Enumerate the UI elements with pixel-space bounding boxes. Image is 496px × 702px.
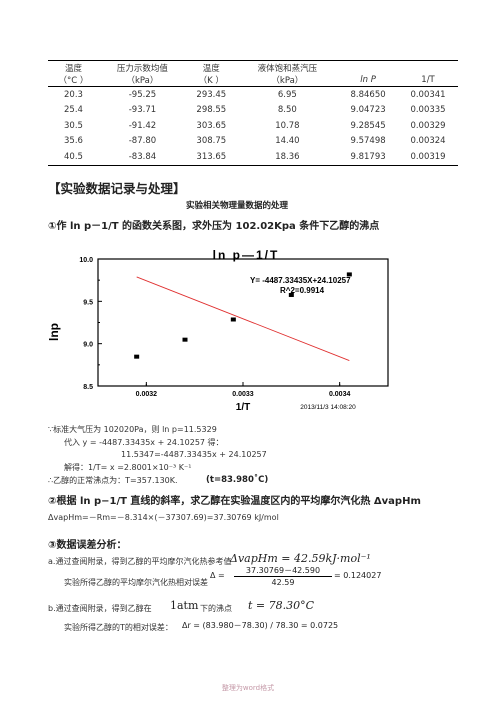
table-cell: 20.3 <box>64 89 83 100</box>
q3b-formula: Δr = (83.980－78.30) / 78.30 = 0.0725 <box>182 621 339 630</box>
table-cell: -93.71 <box>128 105 157 116</box>
q3a-result: = 0.124027 <box>334 571 382 580</box>
calc-line-2: 代入 y = -4487.33435x + 24.10257 得： <box>64 438 224 447</box>
subtitle: 实验相关物理量数据的处理 <box>186 201 289 211</box>
q2-line: ΔvapHm=－Rm=－8.314×(－37307.69)=37.30769 k… <box>48 513 279 522</box>
data-point <box>288 292 294 297</box>
table-cell: 298.55 <box>196 105 227 116</box>
table-cell: 14.40 <box>275 136 300 147</box>
q3a-line2: 实验所得乙醇的平均摩尔汽化热相对误差 <box>64 578 208 587</box>
fit-r-squared: R^2=0.9914 <box>280 286 325 295</box>
table-cell: 8.84650 <box>350 89 386 100</box>
q3a-delta: Δ = <box>210 571 225 580</box>
col-header <box>398 61 458 75</box>
col-header <box>338 61 398 75</box>
q3-heading: ③数据误差分析： <box>48 540 127 551</box>
table-cell: 9.57498 <box>350 136 386 147</box>
table-cell: 9.28545 <box>350 120 386 131</box>
col-unit: （kPa） <box>236 74 339 87</box>
table-cell: 0.00335 <box>410 105 446 116</box>
table-cell: 0.00319 <box>410 151 446 162</box>
fit-line <box>136 276 350 361</box>
table-cell: 313.65 <box>196 151 227 162</box>
q3a-denominator: 42.59 <box>271 578 295 587</box>
q3b-mid: 下的沸点 <box>200 604 232 613</box>
section-title: 【实验数据记录与处理】 <box>48 181 186 196</box>
table-row: 25.4 -93.71 298.55 8.50 9.04723 0.00335 <box>48 103 458 119</box>
data-point <box>134 354 140 359</box>
table-header-row: 温度 压力示数均值 温度 液体饱和蒸汽压 <box>48 61 458 75</box>
y-tick-label: 9.0 <box>83 342 93 349</box>
calc-line-3: 11.5347=-4487.33435x + 24.10257 <box>121 450 267 459</box>
calc-line-4: 解得：1/T= x =2.8001×10⁻³ K⁻¹ <box>64 463 192 472</box>
table-cell: 0.00329 <box>410 120 446 131</box>
table-row: 35.6 -87.80 308.75 14.40 9.57498 0.00324 <box>48 134 458 150</box>
col-header: 温度 <box>64 63 82 74</box>
table-cell: 308.75 <box>196 136 227 147</box>
table-row: 20.3 -95.25 293.45 6.95 8.84650 0.00341 <box>48 87 458 103</box>
x-axis-label: 1/T <box>236 402 250 413</box>
boiling-point-result: (t=83.980˚C) <box>206 475 269 485</box>
calc-line-1: ∵标准大气压为 102020Pa，则 ln p=11.5329 <box>48 425 217 434</box>
col-header: ln P <box>338 74 399 87</box>
table-cell: 9.04723 <box>350 105 386 116</box>
fit-equation: Y= -4487.33435X+24.10257 <box>250 276 351 285</box>
table-cell: 9.81793 <box>350 151 386 162</box>
y-tick-label: 10.0 <box>79 257 93 264</box>
table-row: 30.5 -91.42 303.65 10.78 9.28545 0.00329 <box>48 118 458 134</box>
page-footer: 整理为word格式 <box>221 684 275 692</box>
col-unit: （kPa） <box>98 74 186 87</box>
table-cell: 30.5 <box>64 120 83 131</box>
x-tick-label: 0.0034 <box>329 391 351 398</box>
table-cell: 10.78 <box>275 120 300 131</box>
q3b-text: b.通过查阅附录，得到乙醇在 <box>48 604 152 613</box>
q1-heading: ①作 ln p－1/T 的函数关系图，求外压为 102.02Kpa 条件下乙醇的… <box>48 221 380 232</box>
data-point <box>230 317 236 322</box>
table-cell: 0.00324 <box>410 136 446 147</box>
x-tick-label: 0.0033 <box>232 391 254 398</box>
table-cell: -95.25 <box>128 89 157 100</box>
table-row: 40.5 -83.84 313.65 18.36 9.81793 0.00319 <box>48 149 458 165</box>
data-point <box>346 272 352 277</box>
table-header-units-row: （°C ） （kPa） （K ） （kPa） ln P 1/T <box>48 74 458 87</box>
table-cell: 8.50 <box>277 105 297 116</box>
q3b-temp: t = 78.30°C <box>248 599 315 612</box>
data-table: 温度 压力示数均值 温度 液体饱和蒸汽压 （°C ） （kPa） （K ） （k… <box>48 60 458 166</box>
col-unit: （K ） <box>185 74 237 87</box>
col-unit: （°C ） <box>48 74 99 87</box>
q2-heading: ②根据 ln p−1/T 直线的斜率，求乙醇在实验温度区内的平均摩尔汽化热 Δv… <box>48 496 421 507</box>
x-tick-label: 0.0032 <box>136 391 158 398</box>
chart-timestamp: 2013/11/3 14:08:20 <box>300 404 356 411</box>
col-header: 压力示数均值 <box>116 63 168 74</box>
col-header: 温度 <box>202 63 220 74</box>
y-tick-label: 8.5 <box>83 384 93 391</box>
chart-title: ln p—1/T <box>213 248 280 262</box>
y-tick-label: 9.5 <box>83 299 93 306</box>
table-cell: 303.65 <box>196 120 227 131</box>
data-point <box>182 337 188 342</box>
table-cell: -83.84 <box>128 151 157 162</box>
q3b-line2: 实验所得乙醇的T的相对误差： <box>64 623 173 632</box>
table-cell: 18.36 <box>275 151 300 162</box>
q3b-atm: 1atm <box>170 599 199 612</box>
table-cell: -91.42 <box>128 120 157 131</box>
table-cell: 40.5 <box>64 151 83 162</box>
table-cell: -87.80 <box>128 136 157 147</box>
col-header: 1/T <box>398 74 458 87</box>
table-cell: 6.95 <box>277 89 297 100</box>
q3a-text: a.通过查阅附录，得到乙醇的平均摩尔汽化热参考值 <box>48 557 232 566</box>
y-axis-label: lnp <box>47 323 61 341</box>
table-cell: 0.00341 <box>410 89 446 100</box>
table-cell: 293.45 <box>196 89 227 100</box>
col-header: 液体饱和蒸汽压 <box>257 63 318 74</box>
table-cell: 35.6 <box>64 136 83 147</box>
q3a-formula: ΔvapHm = 42.59kJ·mol⁻¹ <box>230 552 371 565</box>
lnp-vs-inverse-t-chart: ln p—1/T lnp 1/T Y= -4487.33435X+24.1025… <box>47 248 389 413</box>
calc-line-5: ∴乙醇的正常沸点为：T=357.130K. <box>48 476 178 485</box>
table-cell: 25.4 <box>64 105 83 116</box>
q3a-numerator: 37.30769－42.590 <box>234 565 332 577</box>
